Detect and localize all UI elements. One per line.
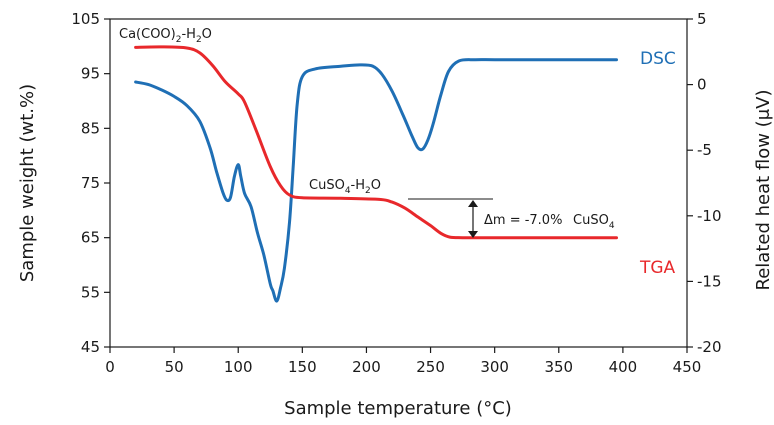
annotation-cuso4-h2o: CuSO4-H2O (309, 178, 381, 196)
x-tick-label: 400 (609, 358, 638, 376)
left-tick-label: 65 (81, 229, 100, 247)
annotation-calcium-oxalate: Ca(COO)2-H2O (119, 27, 212, 45)
series-label-dsc: DSC (640, 49, 676, 69)
plot-frame (109, 18, 688, 348)
mass-loss-arrowhead-down (468, 231, 478, 238)
x-axis-ticks: 0 50 100 150 200 250 300 350 400 450 (105, 347, 701, 376)
left-axis-ticks: 45 55 65 75 85 95 105 (71, 10, 110, 356)
right-tick-label: 0 (697, 76, 707, 94)
right-tick-label: -20 (697, 338, 722, 356)
series-line-dsc (134, 58, 618, 303)
x-axis-title: Sample temperature (°C) (284, 398, 512, 419)
x-tick-label: 0 (105, 358, 115, 376)
left-tick-label: 105 (71, 10, 100, 28)
right-tick-label: -15 (697, 272, 722, 290)
x-tick-label: 250 (416, 358, 445, 376)
left-tick-label: 95 (81, 65, 100, 83)
x-tick-label: 150 (288, 358, 317, 376)
left-tick-label: 55 (81, 283, 100, 301)
x-tick-label: 200 (352, 358, 381, 376)
mass-loss-arrowhead-up (468, 200, 478, 207)
right-tick-label: -10 (697, 207, 722, 225)
series-label-tga: TGA (639, 258, 676, 278)
left-axis-title: Sample weight (wt.%) (17, 84, 38, 282)
left-tick-label: 75 (81, 174, 100, 192)
left-tick-label: 45 (81, 338, 100, 356)
left-tick-label: 85 (81, 119, 100, 137)
annotation-mass-loss: Δm = -7.0% (484, 213, 562, 228)
x-tick-label: 300 (480, 358, 509, 376)
right-tick-label: -5 (697, 141, 712, 159)
annotation-cuso4: CuSO4 (573, 213, 615, 231)
x-tick-label: 100 (224, 358, 253, 376)
x-tick-label: 350 (544, 358, 573, 376)
x-tick-label: 450 (673, 358, 702, 376)
right-axis-ticks: -20 -15 -10 -5 0 5 (687, 10, 722, 356)
series-line-tga (134, 45, 618, 240)
right-axis-title: Related heat flow (μV) (753, 90, 774, 291)
right-tick-label: 5 (697, 10, 707, 28)
x-tick-label: 50 (165, 358, 184, 376)
